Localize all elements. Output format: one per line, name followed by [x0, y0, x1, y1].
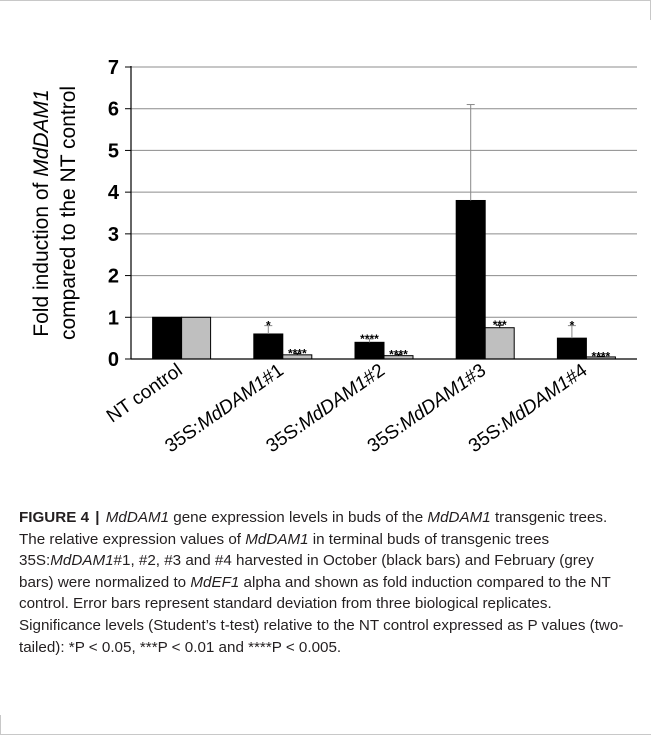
caption-text: MdDAM1 gene expression levels in buds of…	[19, 509, 623, 656]
bar	[455, 199, 486, 360]
x-tick-label-run: MdDAM1	[396, 372, 473, 435]
gridlines	[131, 66, 637, 318]
bars	[152, 104, 616, 360]
significance-label: *	[570, 319, 575, 333]
y-axis-title-run: Fold induction of	[30, 177, 53, 337]
frame-left-rule	[0, 715, 1, 735]
y-tick-label: 0	[108, 349, 119, 371]
caption-run: transgenic trees. The relative expressio…	[19, 509, 608, 548]
significance-label: ****	[360, 332, 379, 346]
caption-run: MdEF1	[190, 573, 240, 591]
caption-label: FIGURE 4	[19, 509, 90, 526]
caption-run: MdDAM1	[245, 530, 309, 548]
x-tick-label-run: MdDAM1	[497, 372, 574, 435]
caption-run: alpha and shown as fold induction compar…	[19, 573, 624, 656]
x-tick-label-run: MdDAM1	[193, 372, 270, 435]
caption-run: gene expression levels in buds of the	[169, 509, 428, 526]
significance-label: ****	[288, 347, 307, 361]
y-axis-title-line1: Fold induction of MdDAM1	[30, 89, 53, 336]
caption-separator: |	[95, 509, 100, 526]
bar	[484, 327, 515, 360]
caption-run: MdDAM1	[105, 509, 170, 526]
y-axis-title-line2: compared to the NT control	[57, 86, 80, 340]
frame-top-rule	[0, 0, 651, 1]
caption-run: MdDAM1	[50, 552, 114, 570]
caption-run: MdDAM1	[427, 509, 491, 526]
figure-caption: FIGURE 4 | MdDAM1 gene expression levels…	[19, 507, 631, 658]
bar	[253, 333, 284, 360]
significance-label: ****	[389, 347, 408, 361]
y-tick-label: 5	[108, 140, 119, 162]
y-tick-label: 4	[108, 182, 120, 204]
significance-label: ****	[592, 349, 611, 363]
bar	[152, 316, 183, 360]
y-tick-label: 7	[108, 57, 119, 79]
y-tick-label: 2	[108, 266, 119, 288]
significance-label: *	[266, 319, 271, 333]
bar	[181, 316, 212, 360]
caption-run: #1, #2, #3 and #4 harvested in October (…	[19, 552, 594, 591]
x-tick-label-run: MdDAM1	[295, 372, 372, 435]
caption-run: in terminal buds of transgenic trees 35S…	[19, 530, 550, 570]
y-axis-title-run: MdDAM1	[30, 89, 53, 177]
y-tick-label: 1	[108, 307, 119, 329]
y-tick-label: 6	[108, 99, 119, 121]
axes	[125, 66, 637, 360]
bar	[556, 337, 587, 360]
y-tick-label: 3	[108, 224, 119, 246]
significance-label: ***	[493, 318, 507, 332]
